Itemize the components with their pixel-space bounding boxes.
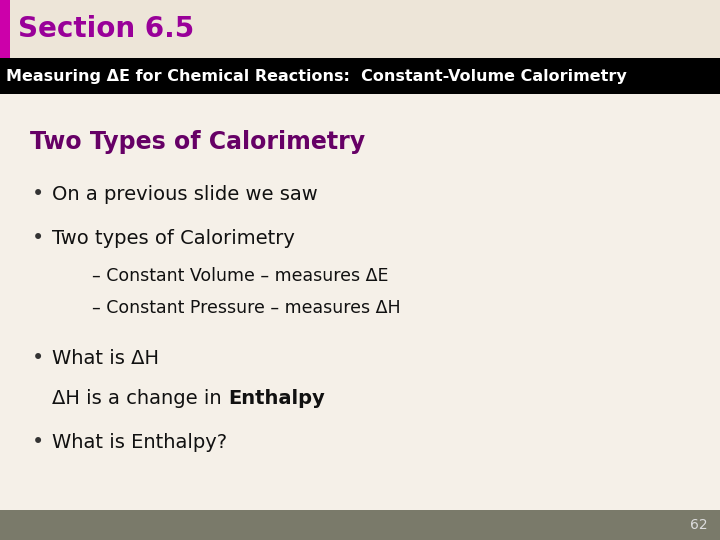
Text: •: •: [32, 228, 44, 248]
FancyBboxPatch shape: [0, 0, 10, 58]
Text: – Constant Volume – measures ΔE: – Constant Volume – measures ΔE: [92, 267, 389, 285]
Text: On a previous slide we saw: On a previous slide we saw: [52, 185, 318, 204]
Text: Two Types of Calorimetry: Two Types of Calorimetry: [30, 130, 365, 154]
Text: – Constant Pressure – measures ΔH: – Constant Pressure – measures ΔH: [92, 299, 400, 317]
FancyBboxPatch shape: [0, 58, 720, 94]
Text: Enthalpy: Enthalpy: [228, 388, 325, 408]
Text: 62: 62: [690, 518, 708, 532]
Text: ΔH is a change in: ΔH is a change in: [52, 388, 228, 408]
Text: •: •: [32, 348, 44, 368]
Text: Two types of Calorimetry: Two types of Calorimetry: [52, 228, 295, 247]
FancyBboxPatch shape: [0, 94, 720, 510]
Text: What is ΔH: What is ΔH: [52, 348, 159, 368]
Text: Section 6.5: Section 6.5: [18, 15, 194, 43]
FancyBboxPatch shape: [0, 0, 720, 58]
Text: Measuring ΔE for Chemical Reactions:  Constant-Volume Calorimetry: Measuring ΔE for Chemical Reactions: Con…: [6, 69, 626, 84]
Text: What is Enthalpy?: What is Enthalpy?: [52, 433, 227, 451]
Text: •: •: [32, 184, 44, 204]
Text: •: •: [32, 432, 44, 452]
FancyBboxPatch shape: [0, 510, 720, 540]
